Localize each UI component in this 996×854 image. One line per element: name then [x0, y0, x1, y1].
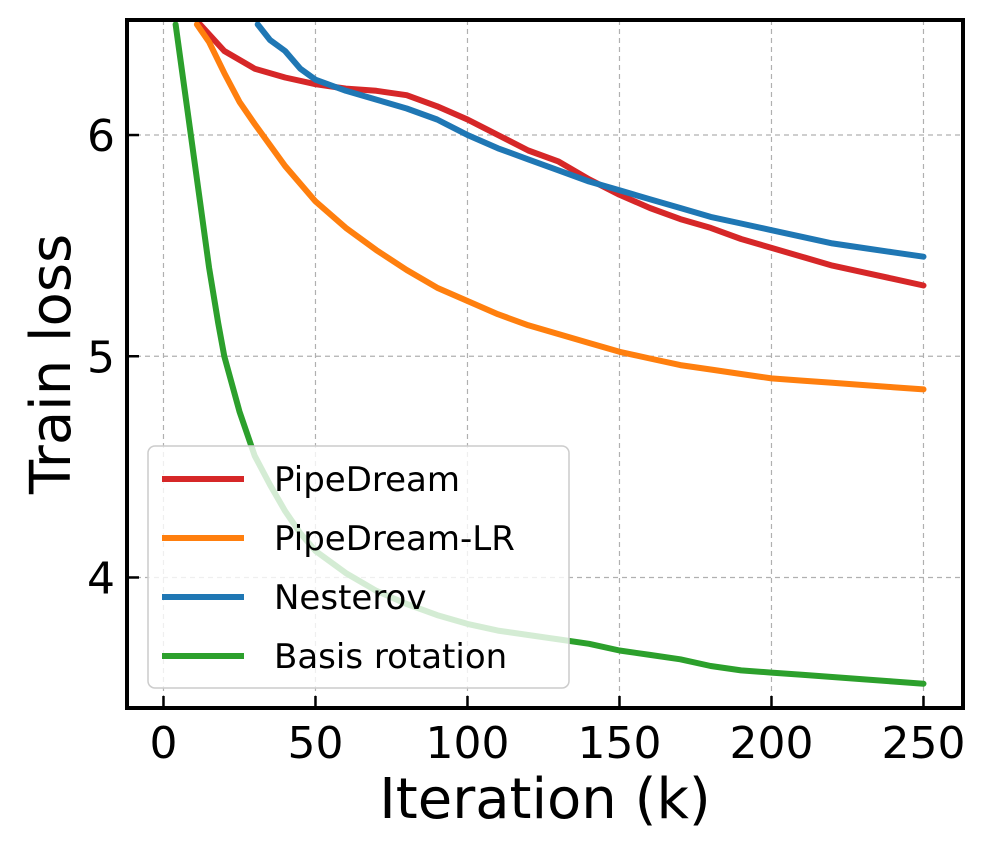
x-tick-label: 200: [729, 718, 813, 769]
legend-label: PipeDream: [274, 460, 460, 500]
legend-label: Basis rotation: [274, 637, 507, 677]
legend-label: Nesterov: [274, 578, 426, 618]
legend-box: [147, 445, 570, 689]
y-tick-label: 5: [87, 332, 115, 383]
series-line-pipedream: [197, 21, 927, 289]
series-line-nesterov: [254, 21, 927, 260]
legend-label: PipeDream-LR: [274, 519, 515, 559]
legend: PipeDream PipeDream-LR Nesterov Basis rotat…: [147, 445, 570, 689]
x-tick-label: 50: [287, 718, 343, 769]
y-axis-title: Train loss: [19, 234, 84, 495]
x-axis-title: Iteration (k): [379, 767, 710, 832]
legend-items: PipeDream PipeDream-LR Nesterov Basis rotat…: [162, 460, 515, 677]
x-tick-label: 250: [881, 718, 965, 769]
x-tick-label: 0: [149, 718, 177, 769]
x-tick-label: 100: [425, 718, 509, 769]
y-tick-labels: 4 5 6: [87, 111, 115, 604]
y-tick-label: 6: [87, 111, 115, 162]
x-tick-labels: 0 50 100 150 200 250: [149, 718, 965, 769]
y-tick-label: 4: [87, 553, 115, 604]
x-tick-label: 150: [577, 718, 661, 769]
series-line-pipedream-lr: [193, 21, 927, 393]
plot-frame: [125, 18, 965, 710]
